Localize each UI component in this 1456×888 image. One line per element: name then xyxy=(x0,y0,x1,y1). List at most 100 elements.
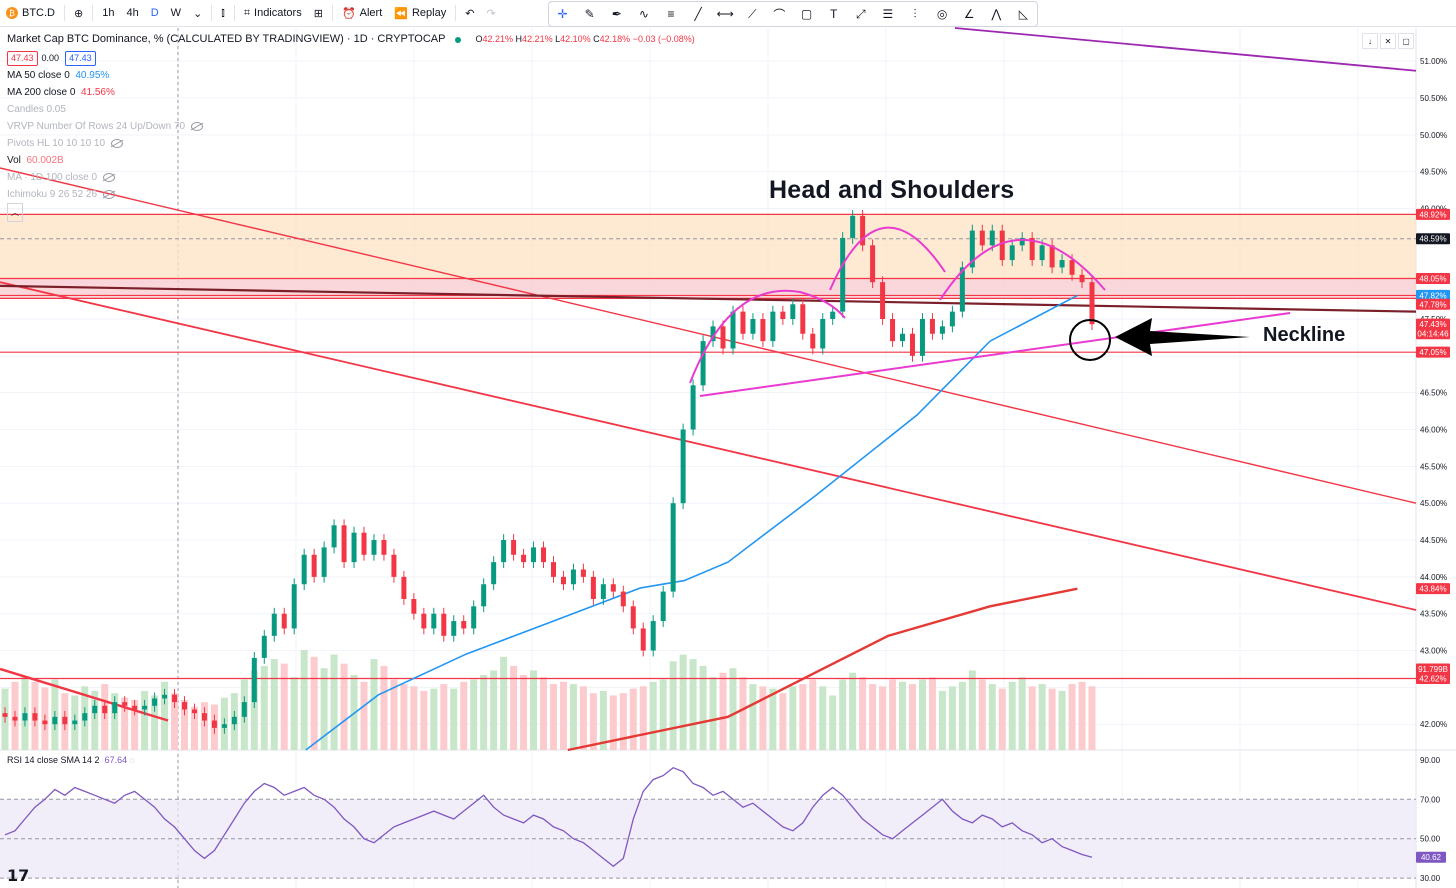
shape-icon[interactable]: ◺ xyxy=(1018,7,1029,21)
candle-body xyxy=(1039,245,1045,261)
close-icon[interactable]: ✕ xyxy=(1380,33,1396,49)
volume-bar xyxy=(749,684,757,750)
head-arc xyxy=(829,226,946,291)
hidden-eye-icon[interactable] xyxy=(111,139,124,148)
indicator-vrvp[interactable]: VRVP Number Of Rows 24 Up/Down 70 xyxy=(7,118,695,135)
collapse-legend-button[interactable]: ︿ xyxy=(7,203,695,222)
candle-body xyxy=(72,720,78,725)
candle-body xyxy=(800,304,806,334)
maximize-icon[interactable]: ▢ xyxy=(1398,33,1414,49)
volume-bar xyxy=(280,663,288,750)
indicator-vol[interactable]: Vol 60.002B xyxy=(7,152,695,169)
grid-icon: ⊞ xyxy=(313,7,323,20)
alert-button[interactable]: ⏰ Alert xyxy=(336,0,388,26)
drawing-toolbar: ✛ ✎ ✒ ∿ ≡ ╱ ⟷ ⟋ ⌒ ▢ T ⤢ ☰ ⫶ ◎ ∠ ⋀ ◺ xyxy=(548,1,1038,27)
symbol-selector[interactable]: ₿ BTC.D xyxy=(0,0,61,26)
price-tag-label: 47.82% xyxy=(1419,291,1446,300)
chevron-up-icon: ︿ xyxy=(7,203,23,222)
measure-icon[interactable]: ⤢ xyxy=(855,6,866,21)
replay-button[interactable]: ⏪ Replay xyxy=(388,0,452,26)
ma50-line xyxy=(305,294,1078,751)
volume-bar xyxy=(1088,686,1096,750)
timeframe-4h[interactable]: 4h xyxy=(126,7,139,19)
candle-body xyxy=(102,705,108,714)
candle-body xyxy=(690,385,696,430)
candle-body xyxy=(1059,260,1065,268)
timeframe-d[interactable]: D xyxy=(150,7,159,19)
rsi-tick: 30.00 xyxy=(1420,874,1441,883)
arrow-down-icon[interactable]: ↓ xyxy=(1362,33,1378,49)
indicators-button[interactable]: ⌗ Indicators xyxy=(238,0,308,26)
ask-box[interactable]: 47.43 xyxy=(65,51,96,66)
volume-bar xyxy=(91,690,99,750)
rsi-tick: 70.00 xyxy=(1420,795,1441,804)
candle-body xyxy=(501,540,507,563)
arc-icon[interactable]: ⌒ xyxy=(773,7,786,22)
candle-body xyxy=(840,237,846,312)
trend-line-icon[interactable]: ╱ xyxy=(694,7,702,21)
volume-bar xyxy=(889,679,897,750)
horizontal-lines-icon[interactable]: ≡ xyxy=(667,7,675,21)
price-tick: 44.50% xyxy=(1420,536,1447,545)
hidden-eye-icon[interactable] xyxy=(103,190,116,199)
price-tag-label: 48.59% xyxy=(1419,235,1446,244)
rectangle-icon[interactable]: ▢ xyxy=(800,7,813,21)
candle-body xyxy=(830,311,836,320)
indicator-ma50[interactable]: MA 50 close 0 40.95% xyxy=(7,67,695,84)
candle-body xyxy=(670,503,676,592)
candle-body xyxy=(371,540,377,555)
indicator-pivots[interactable]: Pivots HL 10 10 10 10 xyxy=(7,135,695,152)
chart-type-button[interactable]: ⫾ xyxy=(215,0,231,26)
redo-button[interactable]: ↷ xyxy=(480,0,501,26)
curve-icon[interactable]: ∿ xyxy=(638,7,649,21)
text-icon[interactable]: T xyxy=(829,7,838,21)
crosshair-icon[interactable]: ✛ xyxy=(557,7,568,21)
brush-icon[interactable]: ✎ xyxy=(584,7,595,21)
indicator-name: VRVP Number Of Rows 24 Up/Down 70 xyxy=(7,121,186,132)
indicator-ma100[interactable]: MA · 1D 100 close 0 xyxy=(7,169,695,186)
candle-body xyxy=(730,311,736,349)
rsi-tick: 90.00 xyxy=(1420,756,1441,765)
rsi-value: 67.64 xyxy=(104,755,128,765)
hidden-eye-icon[interactable] xyxy=(103,173,116,182)
fib-icon[interactable]: ☰ xyxy=(882,7,894,21)
price-tag-label: 91.799B xyxy=(1418,665,1448,674)
candle-body xyxy=(82,713,88,721)
volume-bar xyxy=(420,690,428,750)
undo-button[interactable]: ↶ xyxy=(459,0,480,26)
bid-box[interactable]: 47.43 xyxy=(7,51,38,66)
circle-icon[interactable]: ◎ xyxy=(936,7,948,21)
timeframe-dropdown[interactable]: ⌄ xyxy=(187,0,208,26)
candle-body xyxy=(132,705,138,710)
add-symbol-button[interactable]: ⊕ xyxy=(68,0,89,26)
indicator-candles[interactable]: Candles 0.05 xyxy=(7,101,695,118)
angle-icon[interactable]: ∠ xyxy=(963,7,975,21)
settings-icon[interactable]: ◌ xyxy=(129,755,135,765)
pen-icon[interactable]: ✒ xyxy=(611,7,622,21)
ray-icon[interactable]: ⟷ xyxy=(716,7,734,21)
pattern-icon[interactable]: ⋀ xyxy=(991,7,1002,21)
templates-button[interactable]: ⊞ xyxy=(308,0,329,26)
candle-body xyxy=(1079,274,1085,283)
price-tag xyxy=(1416,663,1450,675)
indicator-name: MA · 1D 100 close 0 xyxy=(7,172,98,183)
volume-bar xyxy=(190,706,198,750)
volume-bar xyxy=(480,675,488,750)
volume-bar xyxy=(689,659,697,750)
replay-icon: ⏪ xyxy=(394,7,408,20)
candle-body xyxy=(780,311,786,320)
volume-bar xyxy=(809,679,817,750)
channel-icon[interactable]: ⫶ xyxy=(913,6,917,21)
price-tick: 43.50% xyxy=(1420,610,1447,619)
indicator-ma200[interactable]: MA 200 close 0 41.56% xyxy=(7,84,695,101)
hidden-eye-icon[interactable] xyxy=(191,122,204,131)
candle-body xyxy=(2,713,8,717)
candle-body xyxy=(740,311,746,334)
volume-bar xyxy=(829,695,837,750)
timeframe-w[interactable]: W xyxy=(170,7,182,19)
indicator-ichimoku[interactable]: Ichimoku 9 26 52 26 xyxy=(7,186,695,203)
path-icon[interactable]: ⟋ xyxy=(748,6,757,21)
timeframe-1h[interactable]: 1h xyxy=(102,7,115,19)
indicator-name: Vol xyxy=(7,155,21,166)
